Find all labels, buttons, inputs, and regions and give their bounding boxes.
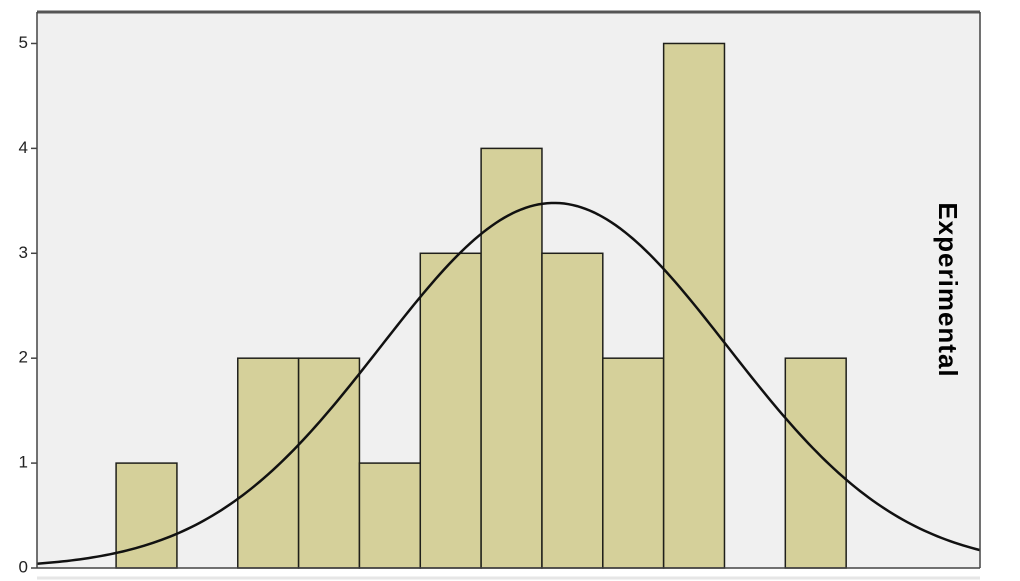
histogram-bar xyxy=(419,252,482,569)
histogram-bar xyxy=(784,357,847,569)
y-tick-label: 1 xyxy=(19,453,28,472)
histogram-bar xyxy=(480,147,543,569)
y-tick-label: 4 xyxy=(19,138,28,157)
y-tick-label: 2 xyxy=(19,348,28,367)
normal-curve xyxy=(36,201,981,565)
histogram-bar xyxy=(297,357,361,569)
histogram-bar xyxy=(115,462,178,569)
histogram-bar xyxy=(602,357,665,569)
y-tick-label: 5 xyxy=(19,33,28,52)
y-tick-label: 0 xyxy=(19,557,28,576)
histogram-bar xyxy=(541,252,604,569)
y-axis-ticks: 0 1 2 3 4 5 xyxy=(19,33,37,576)
histogram-bar xyxy=(237,357,300,569)
bars-group xyxy=(115,42,847,569)
panel-label: Experimental xyxy=(933,202,963,378)
histogram-bar xyxy=(358,462,422,569)
y-tick-label: 3 xyxy=(19,243,28,262)
